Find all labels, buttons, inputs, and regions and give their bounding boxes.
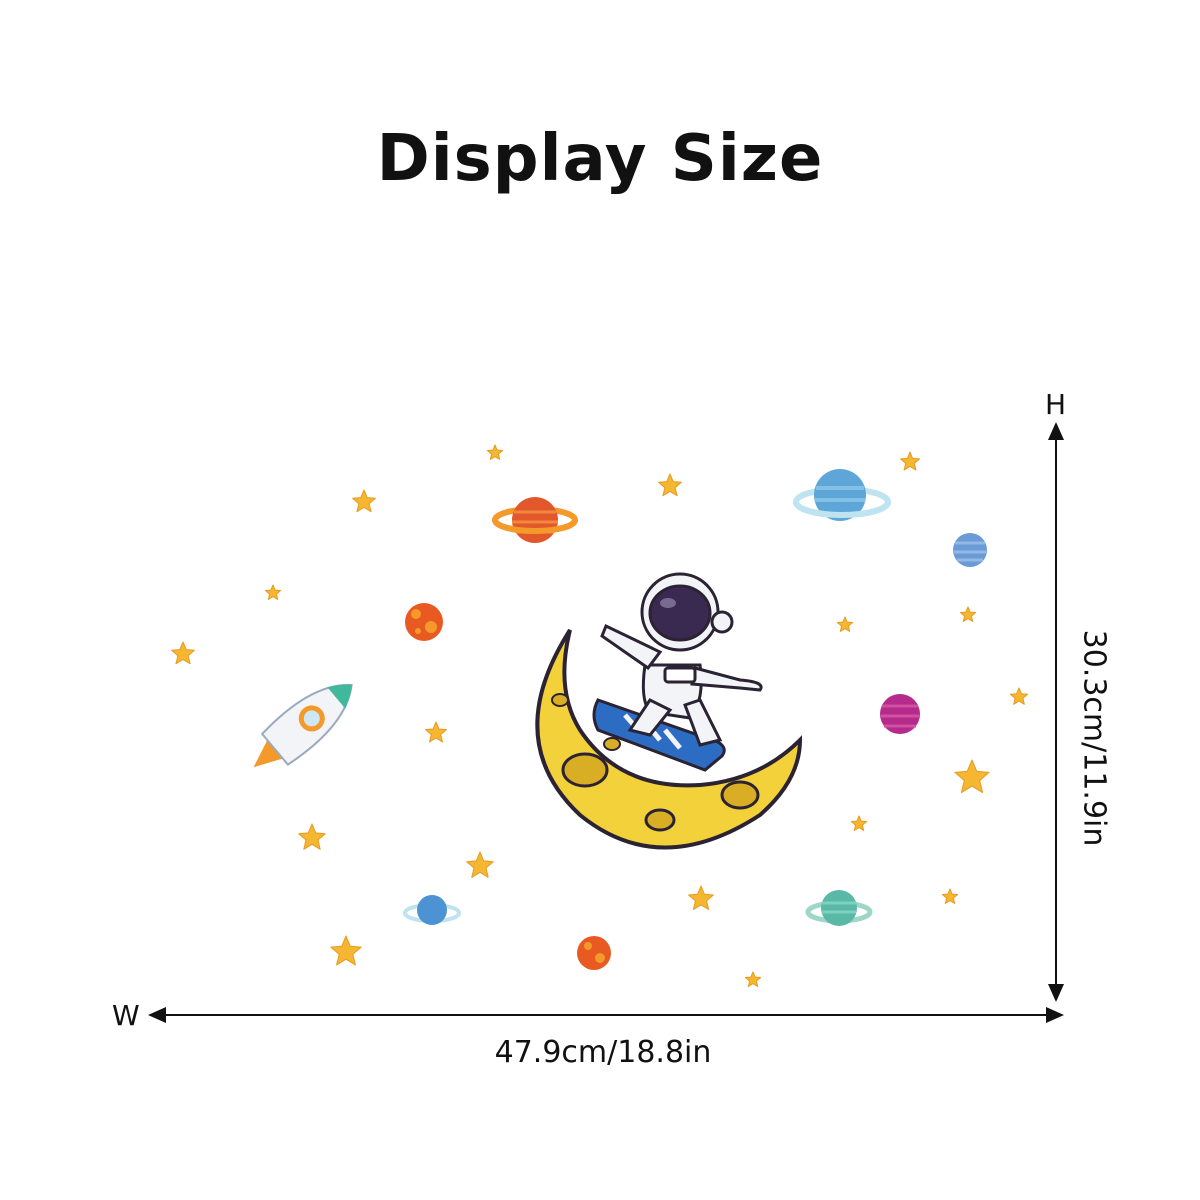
star-icon — [744, 971, 762, 987]
small-orange-cratered-planet-icon — [577, 936, 611, 970]
page-title: Display Size — [376, 122, 824, 196]
blue-planet-icon — [953, 533, 987, 567]
crescent-moon-icon — [535, 628, 803, 850]
magenta-planet-icon — [880, 694, 920, 734]
star-icon — [171, 641, 195, 665]
astronaut-icon — [592, 572, 763, 772]
star-icon — [298, 823, 326, 850]
blue-ringed-planet-icon — [793, 469, 891, 521]
star-icon — [688, 885, 714, 910]
green-ringed-planet-icon — [805, 890, 873, 926]
star-icon — [425, 721, 447, 743]
star-icon — [658, 473, 682, 497]
width-axis-label: W — [112, 999, 140, 1032]
star-icon — [900, 451, 920, 471]
star-icon — [352, 489, 376, 513]
orange-ringed-planet-icon — [492, 497, 578, 543]
star-icon — [1009, 687, 1029, 705]
star-icon — [486, 444, 504, 460]
small-blue-ringed-planet-icon — [403, 895, 461, 925]
height-measurement: 30.3cm/11.9in — [1076, 629, 1112, 847]
star-icon — [941, 888, 959, 904]
star-icon — [330, 935, 362, 966]
orange-cratered-planet-icon — [405, 603, 443, 641]
stars-group — [171, 444, 1029, 987]
star-icon — [959, 606, 977, 622]
star-icon — [466, 851, 494, 878]
height-axis-label: H — [1045, 388, 1067, 421]
star-icon — [836, 616, 854, 632]
rocket-icon — [253, 684, 353, 768]
width-measurement: 47.9cm/18.8in — [494, 1035, 712, 1070]
star-icon — [850, 815, 868, 831]
star-icon — [264, 584, 282, 600]
star-icon — [954, 759, 990, 794]
